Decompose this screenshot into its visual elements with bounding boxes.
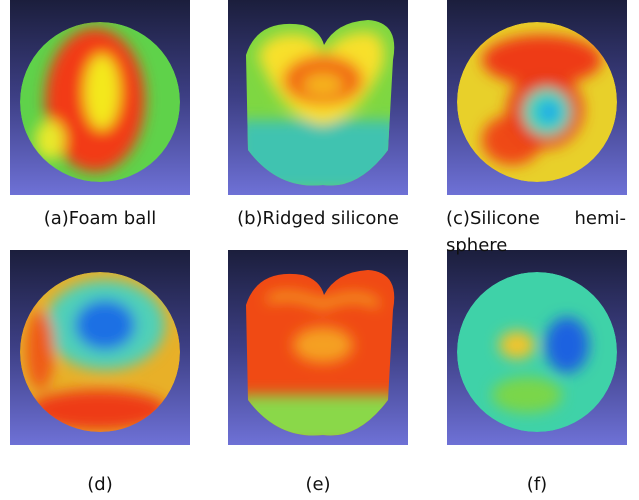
image-a <box>10 0 190 195</box>
caption: (a)Foam ball <box>5 205 195 232</box>
image-f <box>447 250 627 445</box>
caption: (d) <box>5 471 195 498</box>
caption-line: (a)Foam ball <box>5 205 195 232</box>
caption: (e) <box>223 471 413 498</box>
caption-line: (e) <box>223 471 413 498</box>
caption: (c)Silicone hemi-sphere <box>446 205 626 259</box>
caption: (b)Ridged silicone <box>223 205 413 232</box>
caption-line: (c)Silicone hemi- <box>446 205 626 232</box>
image-c <box>447 0 627 195</box>
image-b <box>228 0 408 195</box>
caption-line: (f) <box>442 471 632 498</box>
caption-line: (d) <box>5 471 195 498</box>
figure: (a)Foam ball (b)Ridged silicone (c)Silic… <box>0 0 639 500</box>
image-e <box>228 250 408 445</box>
caption: (f) <box>442 471 632 498</box>
caption-line: sphere <box>446 232 626 259</box>
caption-line: (b)Ridged silicone <box>223 205 413 232</box>
image-d <box>10 250 190 445</box>
